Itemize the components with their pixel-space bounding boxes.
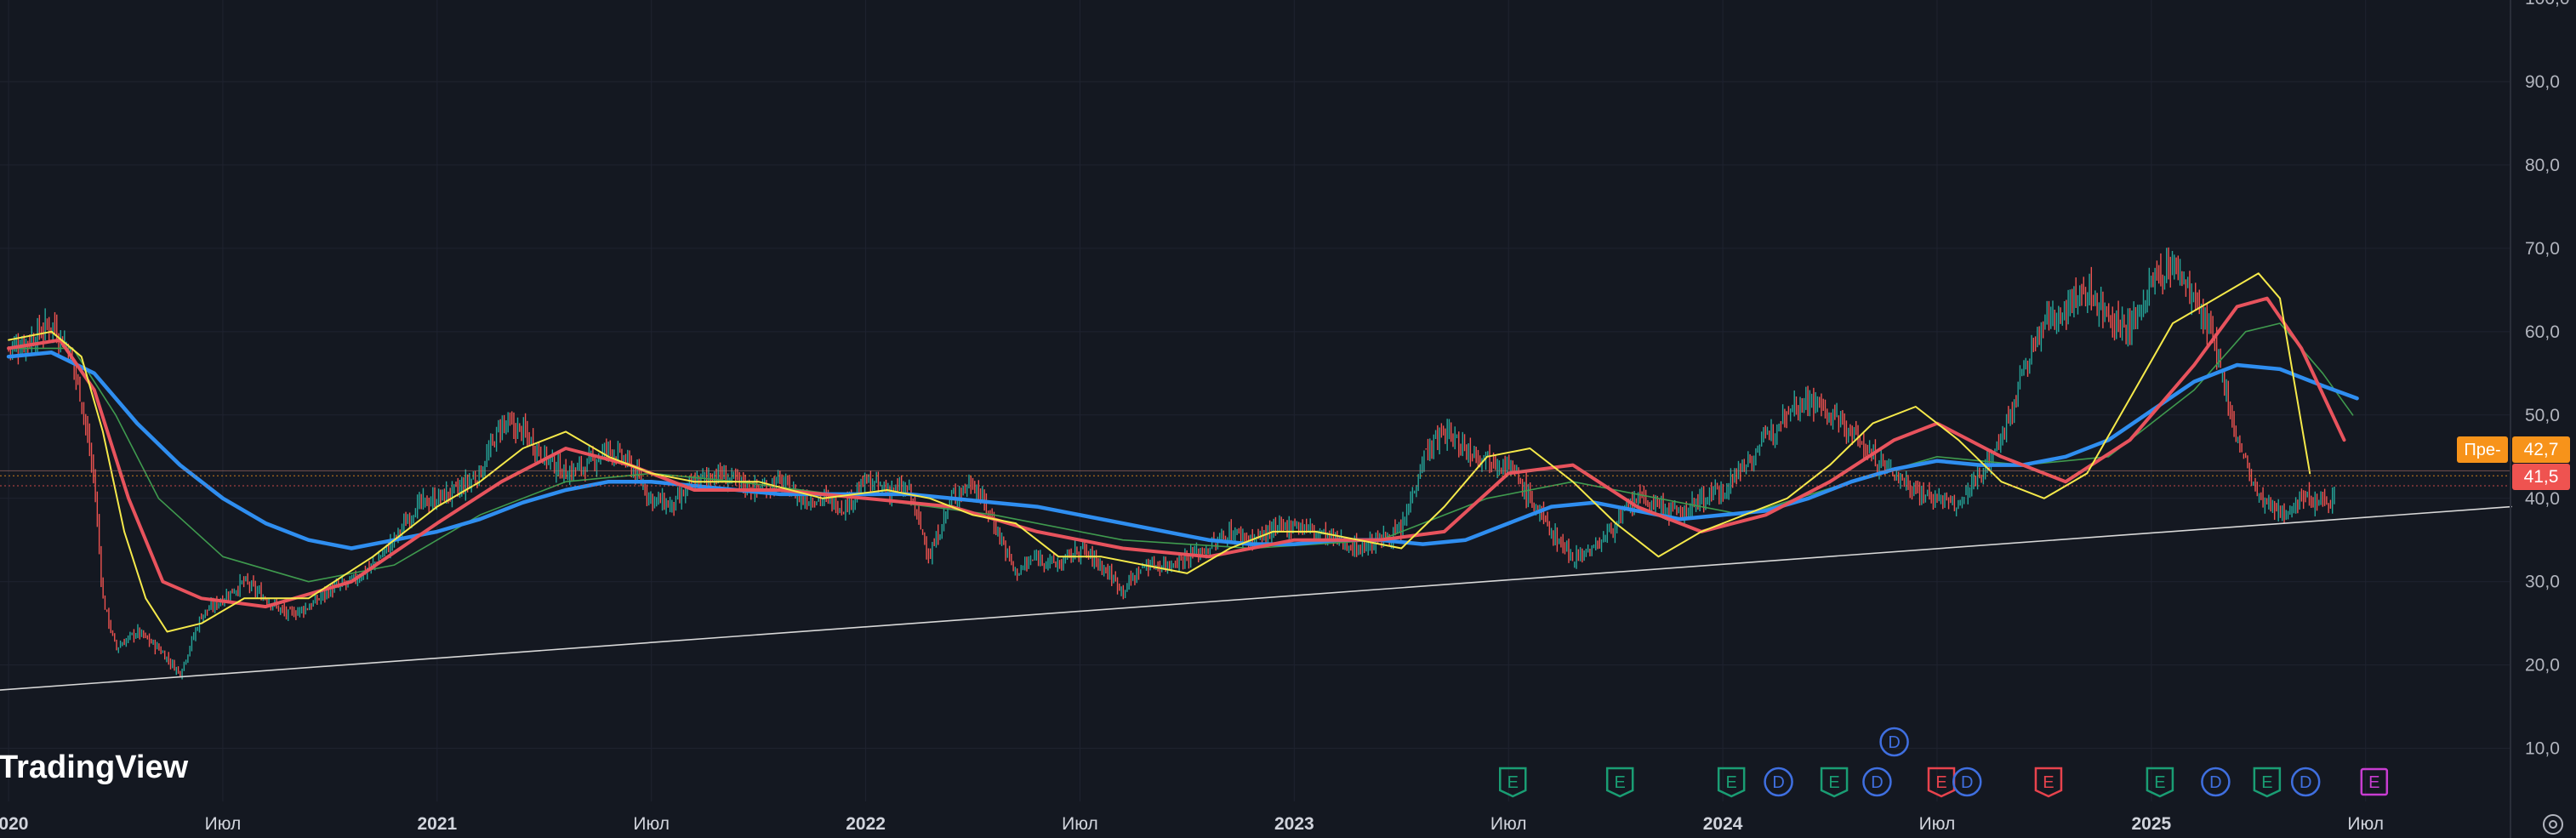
time-tick-label: 2020 (0, 814, 28, 834)
time-tick-label: 2021 (417, 814, 457, 834)
earnings-marker-box (2360, 767, 2389, 796)
earnings-marker[interactable]: E (1605, 767, 1634, 798)
tradingview-logo: TradingView (0, 750, 189, 785)
price-tick-label: 50,0 (2525, 406, 2560, 425)
earnings-marker-shield (1927, 767, 1956, 798)
event-marker-letter: E (2043, 773, 2054, 792)
time-tick-label: Июл (205, 814, 242, 834)
event-marker-letter: E (1935, 773, 1946, 792)
premarket-price-value: 42,7 (2524, 440, 2559, 459)
price-level-lines (0, 470, 2510, 487)
price-tick-label: 100,0 (2525, 0, 2570, 9)
event-marker-letter: E (2368, 773, 2379, 792)
earnings-marker[interactable]: E (1499, 767, 1527, 798)
dividend-marker[interactable]: D (1764, 767, 1793, 797)
time-tick-label: Июл (2347, 814, 2384, 834)
event-marker-letter: D (2300, 773, 2311, 792)
time-tick-label: 2023 (1274, 814, 1314, 834)
price-tick-label: 30,0 (2525, 573, 2560, 592)
ma-slow-line (6, 351, 2359, 550)
event-marker-letter: E (2154, 773, 2165, 792)
last-price-badge: 41,5 (2512, 464, 2570, 490)
trendline-line (0, 505, 2512, 691)
price-tick-label: 60,0 (2525, 322, 2560, 342)
earnings-marker-shield (2253, 767, 2282, 798)
price-tick-label: 20,0 (2525, 656, 2560, 676)
price-tick-label: 40,0 (2525, 489, 2560, 509)
earnings-marker[interactable]: E (2360, 767, 2389, 796)
dividend-marker[interactable]: D (1862, 767, 1892, 797)
time-axis[interactable]: 2020 Июл 2021 Июл 2022 Июл 2023 Июл 2024 Июл 2025 И… (0, 814, 2384, 834)
event-marker-letter: E (1828, 773, 1839, 792)
ma-fast-line (8, 272, 2311, 633)
event-marker-letter: D (1961, 773, 1973, 792)
dividend-marker-ring (1862, 767, 1892, 797)
price-tick-label: 70,0 (2525, 239, 2560, 259)
price-tick-label: 80,0 (2525, 156, 2560, 175)
premarket-badge: Пре- (2457, 436, 2508, 463)
dividend-marker-ring (2290, 767, 2321, 797)
grid (0, 0, 2510, 801)
last-price-value: 41,5 (2524, 467, 2559, 487)
dividend-marker-ring (2201, 767, 2231, 797)
earnings-marker[interactable]: E (2253, 767, 2282, 798)
price-tick-label: 90,0 (2525, 72, 2560, 92)
time-tick-label: Июл (633, 814, 670, 834)
event-marker-letter: E (1725, 773, 1736, 792)
premarket-label: Пре- (2464, 441, 2500, 459)
event-marker-letter: D (2209, 773, 2221, 792)
event-marker-letter: D (1772, 773, 1784, 792)
ma-mid-line (7, 296, 2346, 609)
moving-averages (0, 272, 2512, 691)
event-markers[interactable]: DE E E D E D E D E E D E D E (1499, 727, 2389, 798)
earnings-marker[interactable]: E (1927, 767, 1956, 798)
time-tick-label: 2022 (846, 814, 886, 834)
earnings-marker-shield (2034, 767, 2063, 798)
earnings-marker[interactable]: E (1820, 767, 1849, 798)
event-marker-letter: D (1888, 733, 1900, 752)
earnings-marker-shield (1605, 767, 1634, 798)
earnings-marker[interactable]: E (2146, 767, 2174, 798)
dividend-marker[interactable]: D (1879, 727, 1909, 757)
dividend-marker-ring (1764, 767, 1793, 797)
earnings-marker-shield (1820, 767, 1849, 798)
settings-icon[interactable] (2543, 814, 2563, 835)
earnings-marker-shield (2146, 767, 2174, 798)
dividend-marker[interactable]: D (1952, 767, 1982, 797)
price-scale[interactable]: 100,0 90,0 80,0 70,0 60,0 50,0 40,0 30,0 20,0 10,… (2525, 0, 2570, 759)
earnings-marker-shield (1499, 767, 1527, 798)
event-marker-letter: E (1615, 773, 1626, 792)
dividend-marker-ring (1879, 727, 1909, 757)
time-tick-label: Июл (1919, 814, 1956, 834)
time-tick-label: 2025 (2131, 814, 2171, 834)
event-marker-letter: D (1871, 773, 1883, 792)
event-marker-letter: E (2261, 773, 2272, 792)
dividend-marker[interactable]: D (2201, 767, 2231, 797)
time-tick-label: 2024 (1703, 814, 1743, 834)
price-tick-label: 10,0 (2525, 739, 2560, 759)
dividend-marker-ring (1952, 767, 1982, 797)
earnings-marker-shield (1717, 767, 1746, 798)
earnings-marker[interactable]: E (1717, 767, 1746, 798)
earnings-marker[interactable]: E (2034, 767, 2063, 798)
dividend-marker[interactable]: D (2290, 767, 2321, 797)
time-tick-label: Июл (1062, 814, 1098, 834)
time-tick-label: Июл (1490, 814, 1527, 834)
premarket-price-badge: 42,7 (2512, 436, 2570, 463)
event-marker-letter: E (1507, 773, 1519, 792)
